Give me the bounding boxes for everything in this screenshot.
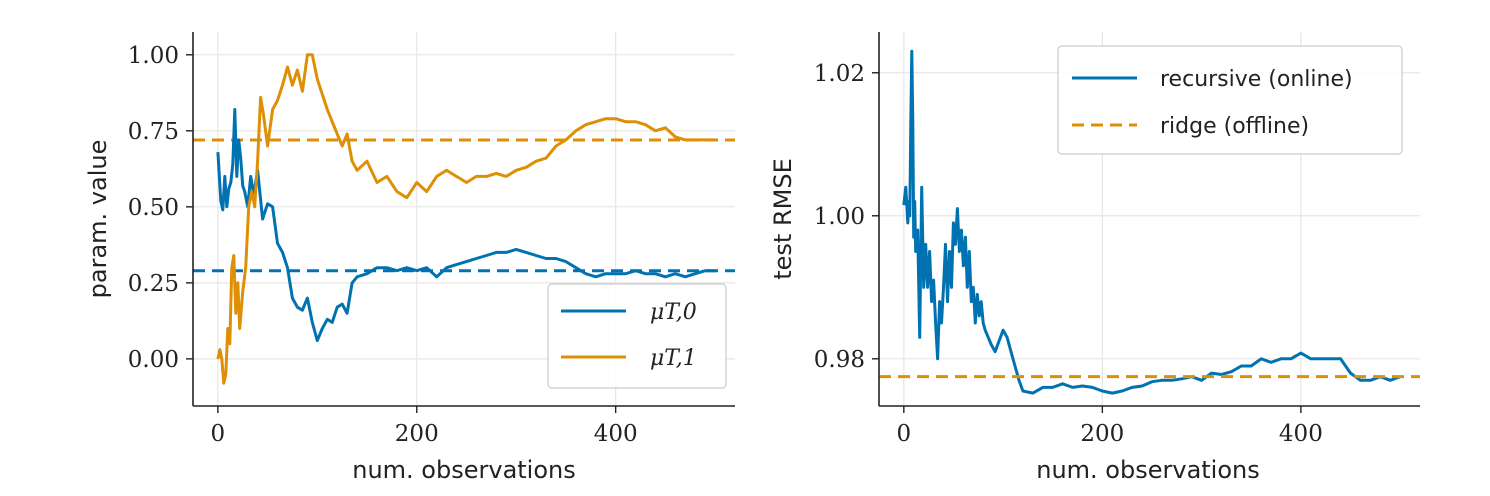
x-tick-label: 400: [1279, 421, 1323, 447]
legend-label-mu-t0: μT,0: [650, 300, 697, 325]
y-tick-label: 1.02: [814, 61, 865, 87]
x-tick-label: 200: [1080, 421, 1124, 447]
x-tick-label: 400: [594, 421, 638, 447]
chart-right-yticks: 0.98 1.00 1.02: [814, 61, 879, 373]
chart-right-y-label: test RMSE: [769, 158, 797, 280]
y-tick-label: 0.98: [814, 347, 865, 373]
chart-left-x-label: num. observations: [352, 456, 576, 484]
y-tick-label: 1.00: [128, 43, 179, 69]
series-line-0: [902, 49, 1401, 395]
y-tick-label: 0.00: [128, 347, 179, 373]
legend-label-recursive: recursive (online): [1160, 67, 1353, 92]
chart-right: 0 200 400 0.98 1.00 1.02 num. observations t…: [769, 32, 1420, 484]
chart-right-x-label: num. observations: [1036, 456, 1260, 484]
chart-left-xticks: 0 200 400: [211, 406, 638, 447]
y-tick-label: 1.00: [814, 204, 865, 230]
chart-left-y-label: param. value: [84, 140, 112, 299]
chart-left-yticks: 0.00 0.25 0.50 0.75 1.00: [128, 43, 193, 373]
chart-left: 0 200 400 0.00 0.25 0.50 0.75 1.00 num. observ…: [84, 32, 735, 484]
chart-right-series: [879, 49, 1420, 395]
y-tick-label: 0.25: [128, 271, 179, 297]
series-line-0: [216, 108, 716, 343]
x-tick-label: 200: [395, 421, 439, 447]
y-tick-label: 0.50: [128, 195, 179, 221]
chart-right-axes: [878, 32, 1420, 407]
chart-right-legend: recursive (online) ridge (offline): [1057, 45, 1403, 155]
chart-right-xticks: 0 200 400: [896, 406, 1323, 447]
y-tick-label: 0.75: [128, 119, 179, 145]
chart-left-legend: μT,0 μT,1: [547, 283, 727, 389]
chart-left-grid: [193, 32, 735, 406]
chart-left-axes: [192, 32, 735, 407]
chart-right-legend-box: [1057, 45, 1403, 155]
chart-left-series: [216, 53, 716, 385]
chart-left-legend-box: [547, 283, 727, 389]
legend-label-mu-t1: μT,1: [650, 346, 697, 371]
x-tick-label: 0: [211, 421, 226, 447]
series-line-1: [216, 53, 716, 385]
legend-label-ridge: ridge (offline): [1160, 114, 1309, 139]
x-tick-label: 0: [896, 421, 911, 447]
chart-left-hlines: [193, 138, 735, 273]
